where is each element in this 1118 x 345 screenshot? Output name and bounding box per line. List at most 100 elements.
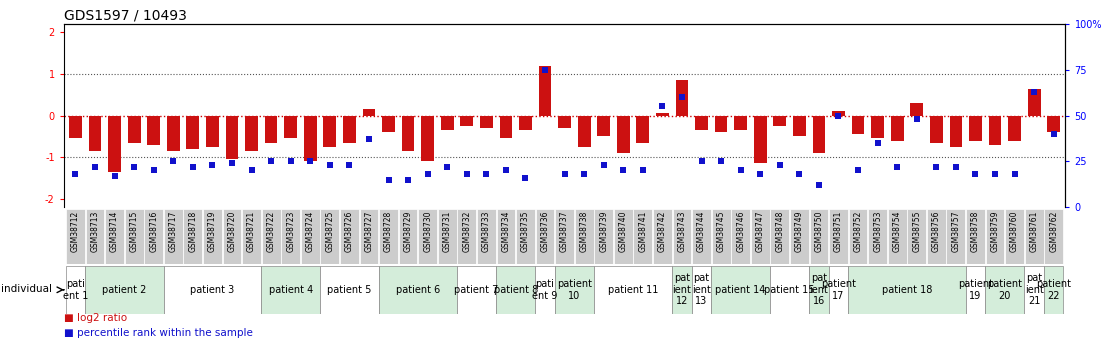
Bar	[793, 116, 806, 136]
Text: GSM38744: GSM38744	[697, 210, 707, 252]
Text: GSM38716: GSM38716	[149, 210, 159, 252]
Text: patient
17: patient 17	[821, 279, 856, 300]
Bar	[164, 209, 182, 264]
Bar	[947, 209, 965, 264]
Bar	[634, 209, 652, 264]
Text: GSM38714: GSM38714	[110, 210, 120, 252]
Text: GSM38730: GSM38730	[423, 210, 433, 252]
Text: GSM38713: GSM38713	[91, 210, 100, 252]
Bar	[66, 266, 85, 314]
Text: GSM38733: GSM38733	[482, 210, 491, 252]
Bar	[556, 209, 574, 264]
Bar	[828, 266, 849, 314]
Bar	[578, 116, 590, 147]
Bar	[790, 209, 808, 264]
Bar	[1025, 209, 1043, 264]
Bar	[830, 209, 847, 264]
Bar	[321, 209, 339, 264]
Bar	[284, 116, 297, 138]
Bar	[888, 209, 907, 264]
Bar	[751, 209, 769, 264]
Text: patient 6: patient 6	[396, 285, 440, 295]
Text: patient 15: patient 15	[765, 285, 815, 295]
Bar	[183, 209, 202, 264]
Text: GSM38722: GSM38722	[266, 210, 276, 252]
Bar	[1005, 209, 1024, 264]
Text: GSM38743: GSM38743	[678, 210, 686, 252]
Bar	[910, 103, 923, 116]
Text: GSM38758: GSM38758	[970, 210, 980, 252]
Bar	[770, 266, 809, 314]
Bar	[849, 209, 868, 264]
Bar	[187, 116, 199, 149]
Text: GSM38737: GSM38737	[560, 210, 569, 252]
Bar	[69, 116, 82, 138]
Bar	[203, 209, 221, 264]
Bar	[66, 209, 85, 264]
Text: GSM38746: GSM38746	[736, 210, 746, 252]
Bar	[908, 209, 926, 264]
Bar	[595, 209, 613, 264]
Bar	[673, 209, 691, 264]
Bar	[985, 266, 1024, 314]
Bar	[401, 116, 415, 151]
Bar	[966, 266, 985, 314]
Text: GSM38757: GSM38757	[951, 210, 960, 252]
Text: GSM38762: GSM38762	[1049, 210, 1059, 252]
Text: GSM38756: GSM38756	[931, 210, 941, 252]
Bar	[457, 266, 496, 314]
Text: GSM38734: GSM38734	[501, 210, 511, 252]
Bar	[206, 116, 219, 147]
Bar	[809, 209, 828, 264]
Bar	[262, 209, 281, 264]
Bar	[399, 209, 417, 264]
Bar	[536, 209, 555, 264]
Text: GSM38725: GSM38725	[325, 210, 334, 252]
Text: GSM38749: GSM38749	[795, 210, 804, 252]
Text: patient 4: patient 4	[268, 285, 313, 295]
Bar	[105, 209, 124, 264]
Bar	[108, 116, 121, 172]
Bar	[966, 209, 985, 264]
Text: patient
19: patient 19	[958, 279, 993, 300]
Bar	[871, 116, 884, 138]
Text: GSM38740: GSM38740	[618, 210, 628, 252]
Bar	[891, 116, 903, 140]
Text: GSM38731: GSM38731	[443, 210, 452, 252]
Bar	[927, 209, 946, 264]
Bar	[930, 116, 942, 142]
Bar	[163, 266, 262, 314]
Bar	[969, 116, 982, 140]
Bar	[672, 266, 692, 314]
Bar	[517, 209, 534, 264]
Text: GSM38732: GSM38732	[462, 210, 472, 252]
Bar	[949, 116, 963, 147]
Text: GSM38745: GSM38745	[717, 210, 726, 252]
Bar	[301, 209, 320, 264]
Bar	[558, 116, 571, 128]
Bar	[1008, 116, 1021, 140]
Bar	[461, 116, 473, 126]
Bar	[536, 266, 555, 314]
Bar	[343, 116, 356, 142]
Bar	[770, 209, 789, 264]
Bar	[735, 116, 747, 130]
Bar	[477, 209, 495, 264]
Text: GSM38719: GSM38719	[208, 210, 217, 252]
Text: patient 7: patient 7	[454, 285, 499, 295]
Text: pati
ent 1: pati ent 1	[63, 279, 88, 300]
Text: pat
ient
13: pat ient 13	[692, 273, 711, 306]
Bar	[1024, 266, 1044, 314]
Text: GSM38720: GSM38720	[227, 210, 237, 252]
Bar	[148, 116, 160, 145]
Bar	[438, 209, 456, 264]
Text: GSM38736: GSM38736	[540, 210, 550, 252]
Bar	[496, 266, 536, 314]
Bar	[243, 209, 260, 264]
Bar	[88, 116, 102, 151]
Text: GSM38724: GSM38724	[305, 210, 315, 252]
Bar	[222, 209, 241, 264]
Bar	[440, 116, 454, 130]
Bar	[226, 116, 238, 159]
Text: patient 14: patient 14	[716, 285, 766, 295]
